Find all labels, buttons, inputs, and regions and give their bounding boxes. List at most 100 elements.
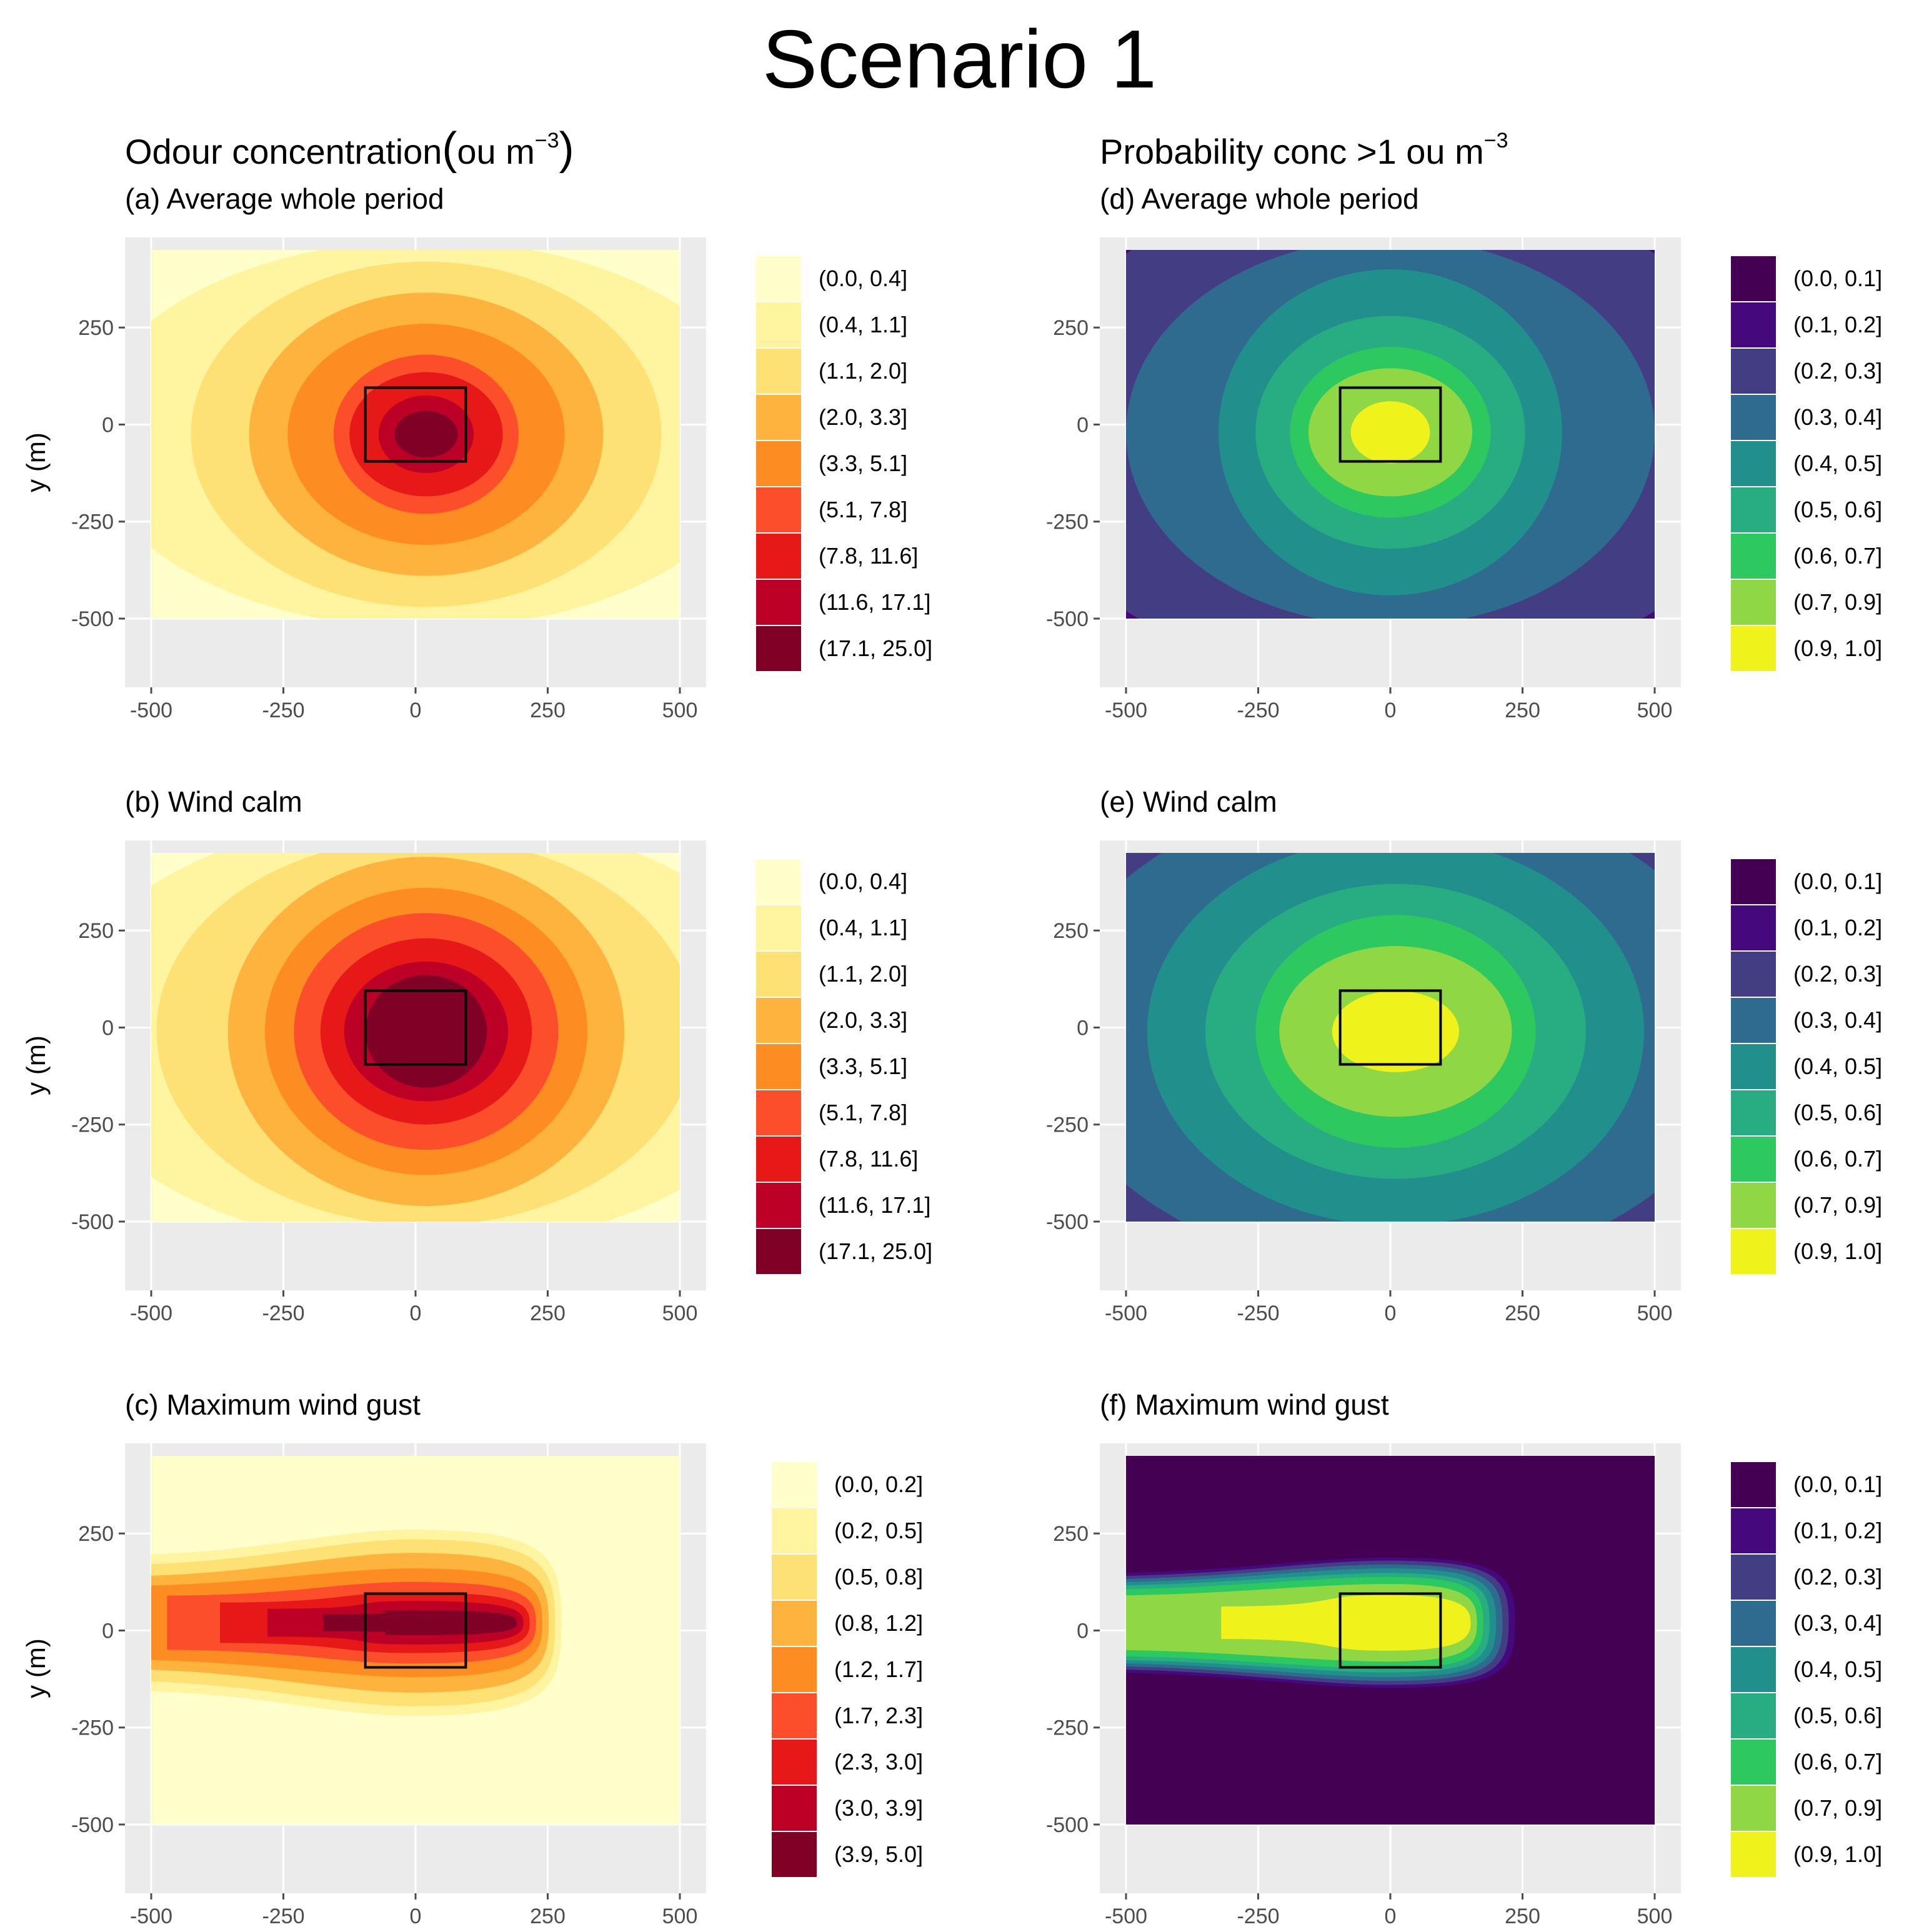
legend-key-1	[756, 256, 801, 301]
legend-key-8	[772, 1786, 817, 1831]
y-tick-label: -250	[1046, 1716, 1089, 1740]
left-column-title-unit: ou m	[457, 132, 535, 171]
legend-label-9: (0.9, 1.0]	[1793, 635, 1882, 661]
legend-key-2	[756, 302, 801, 347]
y-axis-title: y (m)	[21, 432, 51, 492]
legend-label-8: (11.6, 17.1]	[819, 1192, 930, 1218]
legend-key-6	[1731, 487, 1776, 532]
y-axis-title: y (m)	[21, 1035, 51, 1095]
legend-key-7	[1731, 1137, 1776, 1182]
right-column-title-main: Probability conc >1 ou m	[1100, 132, 1484, 171]
legend-label-2: (0.4, 1.1]	[819, 915, 907, 940]
y-tick-label: -250	[71, 510, 114, 534]
legend-label-5: (3.3, 5.1]	[819, 1053, 907, 1079]
legend-label-6: (0.5, 0.6]	[1793, 1703, 1882, 1728]
x-tick-label: 250	[530, 699, 566, 722]
legend-label-2: (0.1, 0.2]	[1793, 915, 1882, 940]
legend-label-4: (0.3, 0.4]	[1793, 1610, 1882, 1636]
legend-key-7	[756, 534, 801, 579]
building-outline	[364, 386, 467, 463]
legend-label-7: (0.6, 0.7]	[1793, 1749, 1882, 1775]
panel-d: -500 -250 0 250 500 250 0 -250 -500 (0.0, 0.1] (0.…	[1046, 237, 1882, 722]
legend-key-6	[756, 487, 801, 532]
y-tick-label: 0	[102, 1619, 114, 1643]
legend-label-7: (0.6, 0.7]	[1793, 543, 1882, 569]
legend-key-3	[1731, 349, 1776, 394]
legend-key-2	[756, 905, 801, 950]
y-tick-label: 0	[1077, 413, 1089, 437]
legend-label-6: (0.5, 0.6]	[1793, 1100, 1882, 1125]
legend-key-9	[756, 1229, 801, 1274]
legend-label-8: (0.7, 0.9]	[1793, 589, 1882, 615]
panel-f-title: (f) Maximum wind gust	[1100, 1388, 1389, 1421]
legend-key-3	[756, 349, 801, 394]
legend-key-3	[1731, 952, 1776, 997]
legend-label-2: (0.1, 0.2]	[1793, 1518, 1882, 1543]
left-column-title-paren-close: )	[559, 124, 574, 174]
legend-key-1	[1731, 1462, 1776, 1507]
legend-key-6	[756, 1090, 801, 1135]
x-tick-label: -250	[262, 1905, 304, 1928]
y-axis-title: y (m)	[21, 1638, 51, 1698]
y-tick-label: -500	[1046, 1210, 1089, 1234]
y-tick-label: 250	[1053, 316, 1089, 340]
legend-key-3	[772, 1555, 817, 1600]
building-outline	[364, 1592, 467, 1669]
x-tick-label: -250	[1237, 699, 1279, 722]
y-tick-label: -250	[1046, 510, 1089, 534]
legend-label-4: (2.0, 3.3]	[819, 404, 907, 430]
legend-key-1	[756, 859, 801, 904]
legend-key-2	[1731, 1508, 1776, 1553]
legend-label-6: (1.7, 2.3]	[834, 1703, 923, 1728]
legend-key-5	[1731, 441, 1776, 486]
x-tick-label: 250	[530, 1905, 566, 1928]
contour-band-9	[322, 1610, 517, 1635]
legend-label-2: (0.2, 0.5]	[834, 1518, 923, 1543]
x-tick-label: -500	[130, 699, 172, 722]
y-tick-label: -250	[71, 1716, 114, 1740]
legend-key-5	[1731, 1044, 1776, 1089]
main-title: Scenario 1	[762, 13, 1157, 105]
legend-label-2: (0.1, 0.2]	[1793, 312, 1882, 337]
legend-label-8: (11.6, 17.1]	[819, 589, 930, 615]
legend-key-9	[756, 626, 801, 671]
panel-b: -500 -250 0 250 500 250 0 -250 -500 y (m) (0.0, 0.…	[21, 840, 932, 1325]
legend-label-9: (3.9, 5.0]	[834, 1841, 923, 1867]
legend-key-9	[1731, 1229, 1776, 1274]
legend-label-1: (0.0, 0.1]	[1793, 1471, 1882, 1497]
legend-key-4	[1731, 395, 1776, 440]
legend-key-1	[772, 1462, 817, 1507]
legend-label-9: (17.1, 25.0]	[819, 635, 932, 661]
x-tick-label: -500	[1105, 699, 1147, 722]
legend-label-5: (0.4, 0.5]	[1793, 1053, 1882, 1079]
legend-label-9: (0.9, 1.0]	[1793, 1238, 1882, 1264]
contour-field	[1126, 250, 1655, 619]
x-tick-label: -250	[1237, 1302, 1279, 1325]
legend-label-6: (5.1, 7.8]	[819, 497, 907, 522]
legend-key-8	[1731, 580, 1776, 625]
y-tick-label: 250	[78, 919, 114, 943]
legend-key-4	[756, 998, 801, 1043]
building-outline	[364, 989, 467, 1066]
legend-label-1: (0.0, 0.2]	[834, 1471, 923, 1497]
legend-label-5: (0.4, 0.5]	[1793, 1656, 1882, 1682]
legend-label-9: (17.1, 25.0]	[819, 1238, 932, 1264]
x-tick-label: 250	[530, 1302, 566, 1325]
legend-key-8	[1731, 1183, 1776, 1228]
x-tick-label: 500	[1637, 1905, 1673, 1928]
x-tick-label: -500	[130, 1905, 172, 1928]
building-outline	[1338, 1592, 1442, 1669]
x-tick-label: -250	[262, 1302, 304, 1325]
y-tick-label: 250	[78, 316, 114, 340]
legend-label-4: (0.3, 0.4]	[1793, 404, 1882, 430]
legend-key-5	[772, 1647, 817, 1692]
panel-e-title: (e) Wind calm	[1100, 785, 1277, 818]
legend-label-3: (0.2, 0.3]	[1793, 358, 1882, 384]
y-tick-label: 250	[1053, 1522, 1089, 1546]
y-tick-label: 0	[1077, 1619, 1089, 1643]
legend-key-7	[1731, 534, 1776, 579]
